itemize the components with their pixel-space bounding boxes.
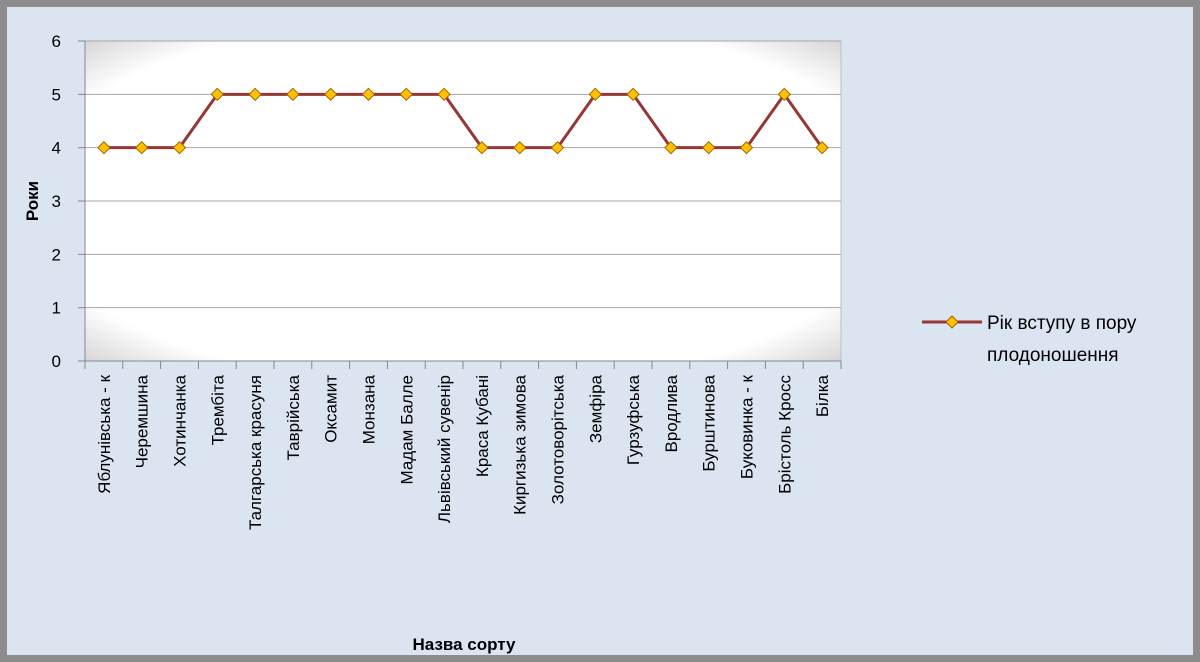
x-tick-label: Білка	[813, 374, 832, 417]
data-point-marker	[626, 87, 640, 102]
legend-label-line1: Рік вступу в пору	[987, 313, 1137, 334]
data-point-marker	[777, 87, 792, 102]
data-point-marker	[97, 140, 111, 155]
x-tick-label: Земфіра	[586, 374, 605, 443]
y-tick-label: 4	[52, 139, 61, 158]
y-tick-label: 2	[52, 245, 61, 264]
legend-label-line2: плодоношення	[987, 345, 1119, 366]
data-point-marker	[512, 140, 527, 155]
y-axis-title: Роки	[23, 181, 42, 221]
x-tick-label: Монзана	[360, 374, 379, 444]
data-point-marker	[701, 140, 716, 155]
x-tick-label: Яблунівська - к	[95, 374, 114, 493]
y-tick-label: 1	[52, 299, 61, 318]
data-point-marker	[815, 140, 829, 155]
y-tick-label: 0	[52, 352, 61, 371]
x-tick-label: Краса Кубані	[473, 375, 492, 477]
x-axis-ticks: Яблунівська - к Черемшина Хотинчанка Трембі…	[84, 361, 842, 530]
x-axis-title: Назва сорту	[413, 635, 517, 654]
y-tick-label: 5	[52, 85, 61, 104]
x-tick-label: Оксамит	[322, 375, 341, 443]
data-point-marker	[210, 87, 225, 102]
x-tick-label: Черемшина	[133, 374, 152, 468]
series-group	[97, 87, 829, 155]
data-point-marker	[286, 87, 300, 102]
x-tick-label: Вродлива	[662, 374, 681, 452]
x-tick-label: Буковинка - к	[738, 374, 757, 479]
x-tick-label: Гурзуфська	[624, 374, 643, 465]
data-point-marker	[475, 140, 489, 155]
x-tick-label: Львівський сувенір	[435, 375, 454, 523]
x-tick-label: Трембіта	[208, 374, 227, 445]
x-tick-label: Хотинчанка	[171, 374, 190, 466]
data-point-marker	[323, 87, 338, 102]
x-tick-label: Брістоль Кросс	[775, 375, 794, 494]
data-point-marker	[588, 87, 603, 102]
data-point-marker	[664, 140, 678, 155]
y-axis-ticks: 0 1 2 3 4 5 6	[52, 32, 85, 371]
data-point-marker	[172, 140, 187, 155]
data-point-marker	[248, 87, 262, 102]
data-point-marker	[361, 87, 376, 102]
x-tick-label: Талгарська красуня	[246, 375, 265, 530]
y-tick-label: 3	[52, 192, 61, 211]
y-tick-label: 6	[52, 32, 61, 51]
legend: Рік вступу в пору плодоношення	[922, 313, 1137, 366]
data-point-marker	[437, 87, 451, 102]
legend-marker-sample	[945, 315, 959, 329]
data-point-marker	[550, 140, 565, 155]
x-tick-label: Таврійська	[284, 374, 303, 460]
x-tick-label: Бурштинова	[700, 374, 719, 471]
data-point-marker	[739, 140, 754, 155]
x-tick-label: Золотоворітська	[549, 374, 568, 504]
x-tick-label: Киргизька зимова	[511, 374, 530, 514]
data-point-marker	[134, 140, 149, 155]
x-tick-label: Мадам Балле	[397, 375, 416, 485]
data-point-marker	[399, 87, 414, 102]
